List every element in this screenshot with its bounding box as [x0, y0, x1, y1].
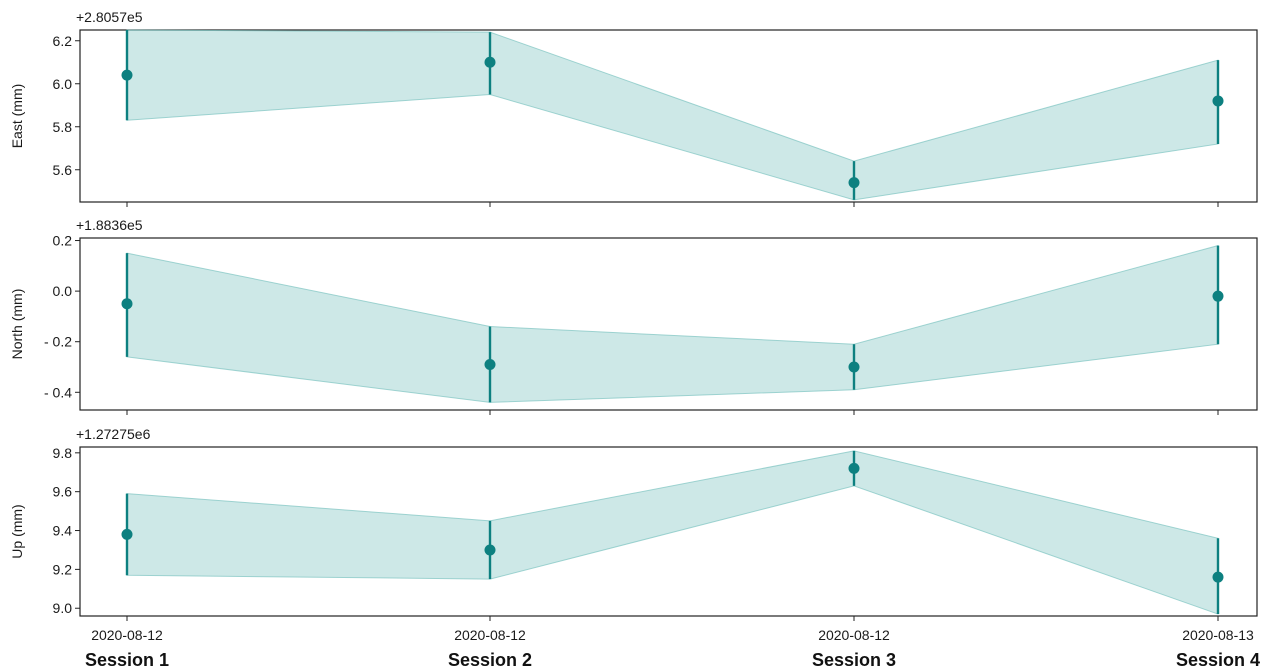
x-tick-label-date-1: 2020-08-12 [91, 627, 163, 643]
y-tick-label-up-2: 9.2 [53, 561, 73, 577]
uncertainty-band-up [126, 450, 1219, 615]
uncertainty-band-north [126, 244, 1219, 403]
y-tick-label-up-3: 9.4 [53, 523, 73, 539]
session-label-4: Session 4 [1176, 650, 1260, 670]
y-tick-label-north-4: 0.2 [53, 233, 73, 249]
data-point-east-4 [1212, 95, 1224, 107]
data-point-east-1 [121, 69, 133, 81]
session-label-3: Session 3 [812, 650, 896, 670]
y-tick-label-north-3: 0.0 [53, 283, 73, 299]
session-label-2: Session 2 [448, 650, 532, 670]
data-point-up-1 [121, 528, 133, 540]
y-tick-label-east-2: 5.8 [53, 119, 73, 135]
data-point-north-4 [1212, 290, 1224, 302]
data-point-up-4 [1212, 571, 1224, 583]
y-tick-label-north-1: - 0.4 [44, 384, 72, 400]
panel-frame-east [79, 29, 1258, 203]
offset-label-up: +1.27275e6 [76, 426, 151, 442]
data-point-north-2 [484, 358, 496, 370]
x-tick-label-date-3: 2020-08-12 [818, 627, 890, 643]
data-point-east-2 [484, 56, 496, 68]
x-tick-label-date-2: 2020-08-12 [454, 627, 526, 643]
y-tick-label-east-3: 6.0 [53, 76, 73, 92]
y-tick-label-up-1: 9.0 [53, 600, 73, 616]
uncertainty-band-east [126, 29, 1219, 201]
y-axis-label-up: Up (mm) [9, 504, 25, 558]
panel-frame-up [79, 446, 1258, 617]
y-tick-label-east-1: 5.6 [53, 162, 73, 178]
session-label-1: Session 1 [85, 650, 169, 670]
y-axis-label-east: East (mm) [9, 84, 25, 149]
x-tick-label-date-4: 2020-08-13 [1182, 627, 1254, 643]
y-tick-label-up-4: 9.6 [53, 484, 73, 500]
y-axis-label-north: North (mm) [9, 289, 25, 360]
offset-label-north: +1.8836e5 [76, 217, 143, 233]
offset-label-east: +2.8057e5 [76, 9, 143, 25]
data-point-north-1 [121, 298, 133, 310]
data-point-north-3 [848, 361, 860, 373]
y-tick-label-north-2: - 0.2 [44, 334, 72, 350]
data-point-up-2 [484, 544, 496, 556]
y-tick-label-up-5: 9.8 [53, 445, 73, 461]
y-tick-label-east-4: 6.2 [53, 33, 73, 49]
panel-frame-north [79, 237, 1258, 411]
data-point-east-3 [848, 177, 860, 189]
data-point-up-3 [848, 462, 860, 474]
